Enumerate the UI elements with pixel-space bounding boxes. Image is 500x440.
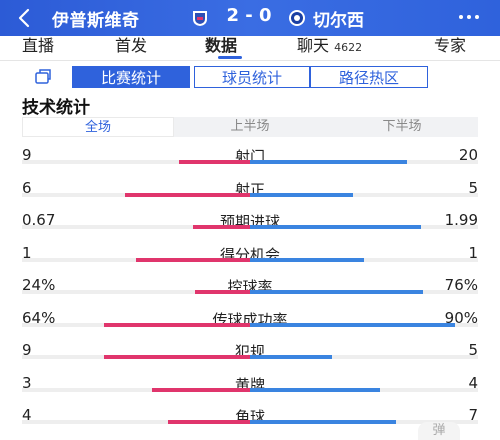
stat-away-bar-track	[250, 387, 478, 392]
stat-row: 64% 传球成功率 90%	[0, 309, 500, 341]
stat-away-value: 1.99	[444, 211, 478, 229]
stat-row: 24% 控球率 76%	[0, 276, 500, 308]
stat-away-bar-track	[250, 322, 478, 327]
match-tabs: 直播 首发 数据 聊天 4622 专家	[0, 36, 500, 61]
section-title: 技术统计	[22, 98, 90, 118]
stat-home-bar-track	[22, 355, 250, 359]
stat-away-bar-track	[250, 257, 478, 262]
tab-chat-label: 聊天	[297, 36, 330, 55]
stat-away-bar	[250, 420, 396, 424]
stat-row: 0.67 预期进球 1.99	[0, 211, 500, 243]
stat-home-bar	[136, 257, 250, 262]
tab-chat[interactable]: 聊天 4622	[297, 36, 362, 58]
tab-live[interactable]: 直播	[22, 36, 55, 55]
stat-row: 9 射门 20	[0, 146, 500, 178]
more-dots-icon[interactable]	[456, 7, 482, 27]
stat-away-bar-track	[250, 420, 478, 424]
danmaku-button[interactable]: 弹	[418, 422, 460, 440]
stat-away-bar-track	[250, 192, 478, 197]
away-team-name[interactable]: 切尔西	[313, 11, 364, 31]
stat-home-bar-track	[22, 257, 250, 262]
segment-heat-zones[interactable]: 路径热区	[310, 66, 428, 88]
home-team-name[interactable]: 伊普斯维奇	[52, 11, 140, 31]
stat-away-bar-track	[250, 160, 478, 164]
stat-home-bar	[168, 420, 250, 424]
stat-home-value: 3	[22, 373, 32, 392]
stat-home-bar	[179, 160, 250, 164]
stat-away-bar	[250, 355, 332, 359]
stat-row: 9 犯规 5	[0, 341, 500, 373]
stat-home-value: 64%	[22, 308, 56, 327]
share-icon[interactable]	[34, 67, 52, 85]
stat-home-value: 1	[22, 243, 32, 262]
stat-away-value: 5	[468, 341, 478, 359]
segment-match-stats[interactable]: 比赛统计	[72, 66, 190, 88]
stat-row: 1 得分机会 1	[0, 244, 500, 276]
stat-away-value: 20	[458, 146, 478, 164]
stat-home-bar-track	[22, 225, 250, 229]
tab-experts[interactable]: 专家	[434, 36, 467, 55]
stat-home-bar	[104, 355, 250, 359]
stat-away-bar	[250, 322, 455, 327]
stat-home-bar-track	[22, 192, 250, 197]
stat-away-value: 90%	[444, 308, 478, 327]
stat-away-value: 1	[468, 243, 478, 262]
stat-away-bar	[250, 160, 407, 164]
stat-away-value: 5	[468, 178, 478, 197]
stat-home-value: 6	[22, 178, 32, 197]
stat-away-value: 76%	[444, 276, 478, 294]
stat-row: 6 射正 5	[0, 179, 500, 211]
stat-home-bar	[193, 225, 250, 229]
chevron-left-icon[interactable]	[14, 7, 36, 29]
stat-away-bar	[250, 290, 423, 294]
stat-row: 4 角球 7	[0, 406, 500, 438]
stat-away-bar-track	[250, 290, 478, 294]
stat-home-bar	[152, 387, 250, 392]
stat-home-bar-track	[22, 290, 250, 294]
stat-away-value: 4	[468, 373, 478, 392]
stat-home-value: 4	[22, 406, 32, 424]
half-full-match[interactable]: 全场	[22, 117, 174, 137]
half-first-half[interactable]: 上半场	[230, 119, 270, 134]
stat-away-bar	[250, 257, 364, 262]
stat-away-bar	[250, 387, 380, 392]
segment-player-stats[interactable]: 球员统计	[194, 66, 310, 88]
stat-home-bar-track	[22, 322, 250, 327]
stat-home-value: 0.67	[22, 211, 56, 229]
stat-away-value: 7	[468, 406, 478, 424]
stat-home-bar-track	[22, 420, 250, 424]
tab-active-indicator	[218, 56, 242, 59]
away-team-crest-icon[interactable]	[288, 9, 306, 27]
stat-home-value: 9	[22, 146, 32, 164]
tab-lineup[interactable]: 首发	[115, 36, 148, 55]
stat-row: 3 黄牌 4	[0, 374, 500, 406]
half-second-half[interactable]: 下半场	[382, 119, 422, 134]
match-score: 2 - 0	[226, 5, 272, 26]
stat-home-value: 9	[22, 341, 32, 359]
stat-home-bar-track	[22, 160, 250, 164]
tab-data[interactable]: 数据	[205, 36, 238, 55]
stat-away-bar-track	[250, 355, 478, 359]
stat-home-value: 24%	[22, 276, 56, 294]
stat-home-bar-track	[22, 387, 250, 392]
tab-chat-count: 4622	[334, 41, 363, 54]
stat-home-bar	[195, 290, 250, 294]
stat-away-bar	[250, 225, 421, 229]
home-team-crest-icon[interactable]	[191, 9, 209, 27]
stat-home-bar	[125, 192, 250, 197]
stat-home-bar	[104, 322, 250, 327]
match-header: 伊普斯维奇 2 - 0 切尔西	[0, 0, 500, 36]
stat-away-bar	[250, 192, 353, 197]
stat-away-bar-track	[250, 225, 478, 229]
